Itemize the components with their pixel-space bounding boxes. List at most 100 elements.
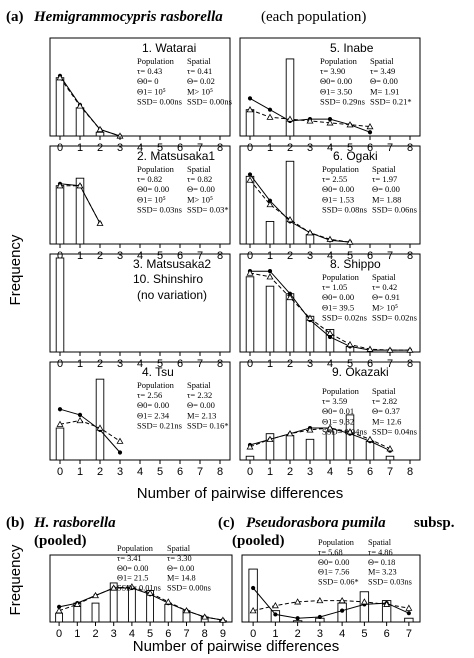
x-tick-label: 6 xyxy=(165,628,171,640)
stat-spatial: τ= 0.82 xyxy=(187,174,212,184)
triangle-marker xyxy=(326,235,334,242)
bar xyxy=(404,617,414,623)
triangle-marker xyxy=(306,426,314,433)
spatial-expansion-line xyxy=(249,272,410,351)
stats-header-spatial: Spatial xyxy=(187,56,211,66)
x-tick-label: 8 xyxy=(217,250,223,262)
x-tick-label: 1 xyxy=(272,628,278,640)
bar xyxy=(265,285,275,353)
panel-c-label: (c) xyxy=(218,515,235,531)
x-tick-label: 9 xyxy=(220,628,226,640)
bar xyxy=(285,435,295,461)
triangle-marker xyxy=(96,424,104,431)
stats-header-population: Population xyxy=(322,164,360,174)
triangle-marker xyxy=(76,416,84,424)
x-tick-label: 8 xyxy=(217,142,223,154)
chart-hras_pooled: 0 1 2 3 4 5 6 7 8 9 Population Spatial τ= 3.41 τ= 3.3… xyxy=(49,544,233,640)
x-tick-label: 1 xyxy=(77,466,83,478)
stats-header-population: Population xyxy=(137,380,175,390)
x-tick-label: 5 xyxy=(347,142,353,154)
stats-header-spatial: Spatial xyxy=(187,380,211,390)
x-tick-label: 8 xyxy=(217,466,223,478)
plot-frame xyxy=(241,554,421,623)
bar xyxy=(245,109,255,137)
dot-marker xyxy=(295,616,300,621)
stat-population: SSD= 0.00ns xyxy=(137,96,182,106)
dot-marker xyxy=(57,407,63,412)
x-tick-label: 7 xyxy=(387,250,393,262)
x-tick-label: 2 xyxy=(92,628,98,640)
triangle-marker xyxy=(146,589,154,596)
bar xyxy=(385,455,395,461)
x-tick-label: 6 xyxy=(384,628,390,640)
stat-population: SSD= 0.21ns xyxy=(137,420,182,430)
population-expansion-line xyxy=(249,174,351,243)
x-tick-label: 1 xyxy=(77,250,83,262)
dot-marker xyxy=(317,614,322,620)
x-tick-label: 7 xyxy=(406,628,412,640)
population-name: 3. Matsusaka2 xyxy=(133,257,211,271)
triangle-marker xyxy=(96,125,104,133)
stats-header-spatial: Spatial xyxy=(167,544,191,553)
stats-header-population: Population xyxy=(322,386,360,396)
x-tick-label: 2 xyxy=(295,628,301,640)
stat-population: Θ1= 1.53 xyxy=(322,194,354,204)
triangle-marker xyxy=(286,115,294,122)
stat-spatial: SSD= 0.03* xyxy=(187,204,229,214)
panel-a-suffix: (each population) xyxy=(261,9,366,25)
population-name: 8. Shippo xyxy=(330,257,381,271)
stats-header-population: Population xyxy=(137,164,175,174)
stats-header-spatial: Spatial xyxy=(372,164,396,174)
stat-population: Θ1= 3.50 xyxy=(320,86,352,96)
x-tick-label: 7 xyxy=(197,466,203,478)
dot-marker xyxy=(247,172,253,177)
bar xyxy=(245,175,255,245)
x-tick-label: 0 xyxy=(57,142,63,154)
triangle-marker xyxy=(366,345,374,352)
triangle-marker xyxy=(366,122,374,130)
population-expansion-line xyxy=(59,75,121,137)
triangle-marker xyxy=(306,229,314,236)
stat-spatial: Θ= 0.02 xyxy=(187,76,215,86)
spatial-expansion-line xyxy=(59,419,121,442)
bar xyxy=(245,276,255,353)
stat-spatial: Θ= 0.91 xyxy=(372,292,400,302)
stat-population: SSD= 0.06* xyxy=(318,578,359,587)
x-tick-label: 8 xyxy=(407,250,413,262)
bar xyxy=(248,568,258,623)
x-tick-label: 3 xyxy=(111,628,117,640)
dot-marker xyxy=(117,450,123,455)
population-name: 1. Watarai xyxy=(142,41,196,55)
stats-header-spatial: Spatial xyxy=(368,538,392,547)
x-tick-label: 6 xyxy=(367,358,373,370)
stat-spatial: Θ= 0.00 xyxy=(167,564,194,573)
triangle-marker xyxy=(383,600,391,607)
population-expansion-line xyxy=(249,427,391,452)
stat-spatial: τ= 2.32 xyxy=(187,390,212,400)
chart-okazaki: 0 1 2 3 4 5 6 7 8 9. Okazaki Population Spatial τ= 3… xyxy=(239,361,421,478)
spatial-expansion-line xyxy=(249,179,351,243)
stat-spatial: SSD= 0.02ns xyxy=(372,312,417,322)
triangle-marker xyxy=(56,420,64,427)
panel-c-suffix: subsp. xyxy=(414,515,455,531)
triangle-marker xyxy=(326,119,334,126)
x-tick-label: 8 xyxy=(217,358,223,370)
triangle-marker xyxy=(271,602,279,609)
x-tick-label: 5 xyxy=(147,628,153,640)
bar xyxy=(95,131,105,137)
bar xyxy=(305,438,315,461)
stat-population: τ= 2.56 xyxy=(137,390,162,400)
population-expansion-line xyxy=(59,408,121,453)
stat-spatial: SSD= 0.16* xyxy=(187,420,229,430)
triangle-marker xyxy=(346,121,354,128)
stat-spatial: τ= 3.49 xyxy=(370,66,395,76)
x-tick-label: 0 xyxy=(250,628,256,640)
triangle-marker xyxy=(110,584,118,591)
triangle-marker xyxy=(92,591,99,599)
x-tick-label: 6 xyxy=(367,466,373,478)
x-tick-label: 7 xyxy=(197,358,203,370)
x-tick-label: 6 xyxy=(177,250,183,262)
triangle-marker xyxy=(76,182,84,189)
